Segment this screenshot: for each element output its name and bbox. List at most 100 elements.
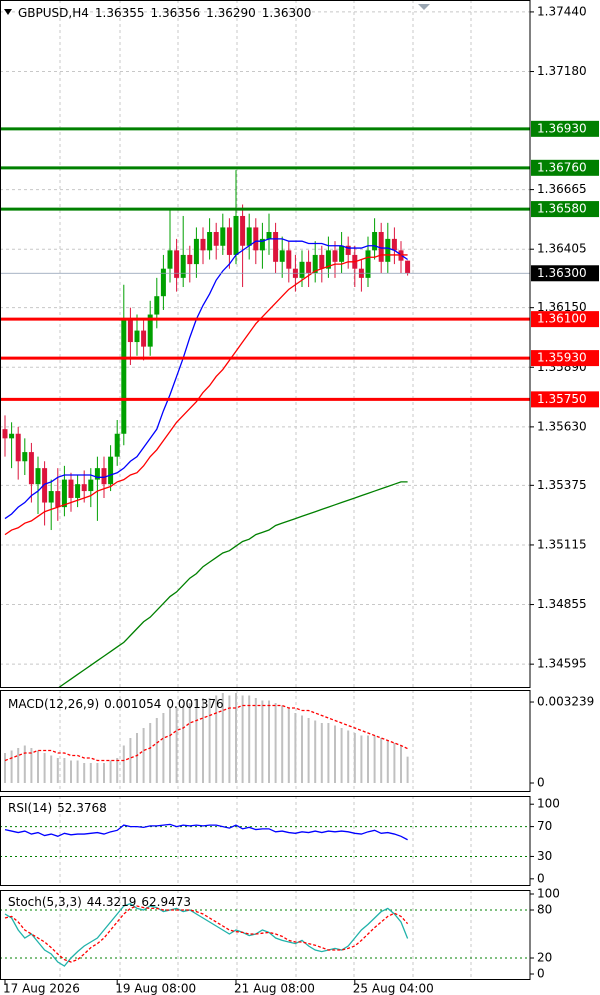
ohlc-value: 1.36300 bbox=[262, 6, 312, 20]
x-tick-label: 17 Aug 2026 bbox=[3, 982, 80, 995]
level-box bbox=[531, 201, 599, 218]
candle-body bbox=[187, 254, 193, 265]
candle-body bbox=[174, 250, 180, 278]
x-tick-label: 25 Aug 04:00 bbox=[353, 982, 434, 995]
candle-body bbox=[259, 238, 265, 251]
candle-body bbox=[22, 452, 28, 462]
level-box bbox=[531, 350, 599, 367]
candle-body bbox=[220, 227, 226, 246]
y-tick-label: 1.36150 bbox=[537, 300, 587, 314]
level-label: 1.35930 bbox=[537, 351, 587, 365]
candle-body bbox=[75, 484, 81, 498]
y-tick-label: 30 bbox=[537, 849, 552, 863]
y-tick-label: 100 bbox=[537, 797, 560, 811]
candle-body bbox=[226, 227, 232, 255]
last-price-box bbox=[531, 265, 599, 282]
readout-value: 44.3219 bbox=[87, 895, 137, 909]
y-tick-label: 0 bbox=[537, 776, 545, 790]
candle-body bbox=[312, 254, 318, 274]
candles bbox=[2, 170, 411, 531]
readout-value: 0.001054 bbox=[104, 697, 161, 711]
moving-average bbox=[4, 254, 408, 536]
panel-frame bbox=[0, 796, 531, 886]
y-tick-label: 80 bbox=[537, 903, 552, 917]
panel-frame bbox=[0, 0, 531, 688]
candle-body bbox=[141, 330, 147, 347]
candle-body bbox=[94, 468, 100, 480]
candle-body bbox=[167, 250, 173, 269]
ohlc-value: 1.36356 bbox=[151, 6, 201, 20]
level-box bbox=[531, 391, 599, 408]
readout-value: 52.3768 bbox=[57, 801, 107, 815]
panel-frame bbox=[0, 690, 531, 792]
y-tick-label: 0.003239 bbox=[537, 695, 594, 709]
indicator-line bbox=[4, 823, 408, 841]
y-tick-label: 0 bbox=[537, 967, 545, 981]
level-box bbox=[531, 311, 599, 328]
symbol-header: GBPUSD,H4 1.36355 1.36356 1.36290 1.36300 bbox=[18, 6, 311, 20]
candle-body bbox=[114, 433, 120, 457]
x-tick-label: 19 Aug 08:00 bbox=[115, 982, 196, 995]
candle-body bbox=[332, 250, 338, 262]
indicator-title: Stoch(5,3,3) 44.3219 62.9473 bbox=[8, 895, 191, 909]
candle-body bbox=[385, 238, 391, 262]
candle-body bbox=[273, 232, 279, 262]
candle-body bbox=[240, 215, 246, 246]
candle-body bbox=[372, 232, 378, 251]
candle-body bbox=[147, 314, 153, 347]
candle-body bbox=[200, 238, 206, 251]
candle-body bbox=[279, 250, 285, 262]
candle-body bbox=[88, 479, 94, 492]
level-label: 1.36760 bbox=[537, 160, 587, 174]
candle-body bbox=[160, 268, 166, 297]
candle-body bbox=[207, 232, 213, 251]
candle-body bbox=[121, 319, 127, 434]
x-tick-label: 21 Aug 08:00 bbox=[234, 982, 315, 995]
candle-body bbox=[306, 261, 312, 274]
candle-body bbox=[9, 433, 15, 439]
moving-average bbox=[57, 481, 408, 688]
candle-body bbox=[134, 330, 140, 343]
candle-body bbox=[68, 479, 74, 498]
last-price-label: 1.36300 bbox=[537, 266, 587, 280]
menu-triangle bbox=[4, 9, 12, 15]
level-label: 1.36930 bbox=[537, 121, 587, 135]
ohlc-value: 1.36355 bbox=[95, 6, 145, 20]
candle-body bbox=[193, 238, 199, 265]
candle-body bbox=[339, 245, 345, 262]
candle-body bbox=[2, 429, 8, 439]
signal-line bbox=[4, 704, 408, 762]
candle-body bbox=[35, 468, 41, 485]
y-tick-label: 1.37180 bbox=[537, 64, 587, 78]
candle-body bbox=[405, 260, 411, 274]
candle-body bbox=[213, 232, 219, 246]
candle-body bbox=[28, 452, 34, 485]
candle-body bbox=[253, 227, 259, 251]
y-tick-label: 70 bbox=[537, 819, 552, 833]
candle-body bbox=[55, 491, 61, 508]
title: RSI(14) bbox=[8, 801, 52, 815]
candle-body bbox=[246, 227, 252, 246]
readout-value: 0.001376 bbox=[166, 697, 223, 711]
y-tick-label: 1.34595 bbox=[537, 657, 587, 671]
moving-average bbox=[4, 238, 408, 520]
title: MACD(12,26,9) bbox=[8, 697, 99, 711]
readout-value: 62.9473 bbox=[141, 895, 191, 909]
y-tick-label: 1.36665 bbox=[537, 182, 587, 196]
candle-body bbox=[42, 468, 48, 503]
candle-body bbox=[127, 319, 133, 343]
candle-body bbox=[319, 254, 325, 269]
histogram bbox=[4, 693, 409, 783]
level-label: 1.36580 bbox=[537, 202, 587, 216]
indicator-title: MACD(12,26,9) 0.001054 0.001376 bbox=[8, 697, 224, 711]
candle-body bbox=[345, 245, 351, 255]
candle-body bbox=[48, 491, 54, 503]
candle-body bbox=[391, 238, 397, 251]
candle-body bbox=[266, 232, 272, 239]
symbol: GBPUSD,H4 bbox=[18, 6, 89, 20]
indicator-line bbox=[4, 902, 409, 967]
indicator-title: RSI(14) 52.3768 bbox=[8, 801, 107, 815]
y-tick-label: 1.36405 bbox=[537, 242, 587, 256]
level-label: 1.35750 bbox=[537, 392, 587, 406]
